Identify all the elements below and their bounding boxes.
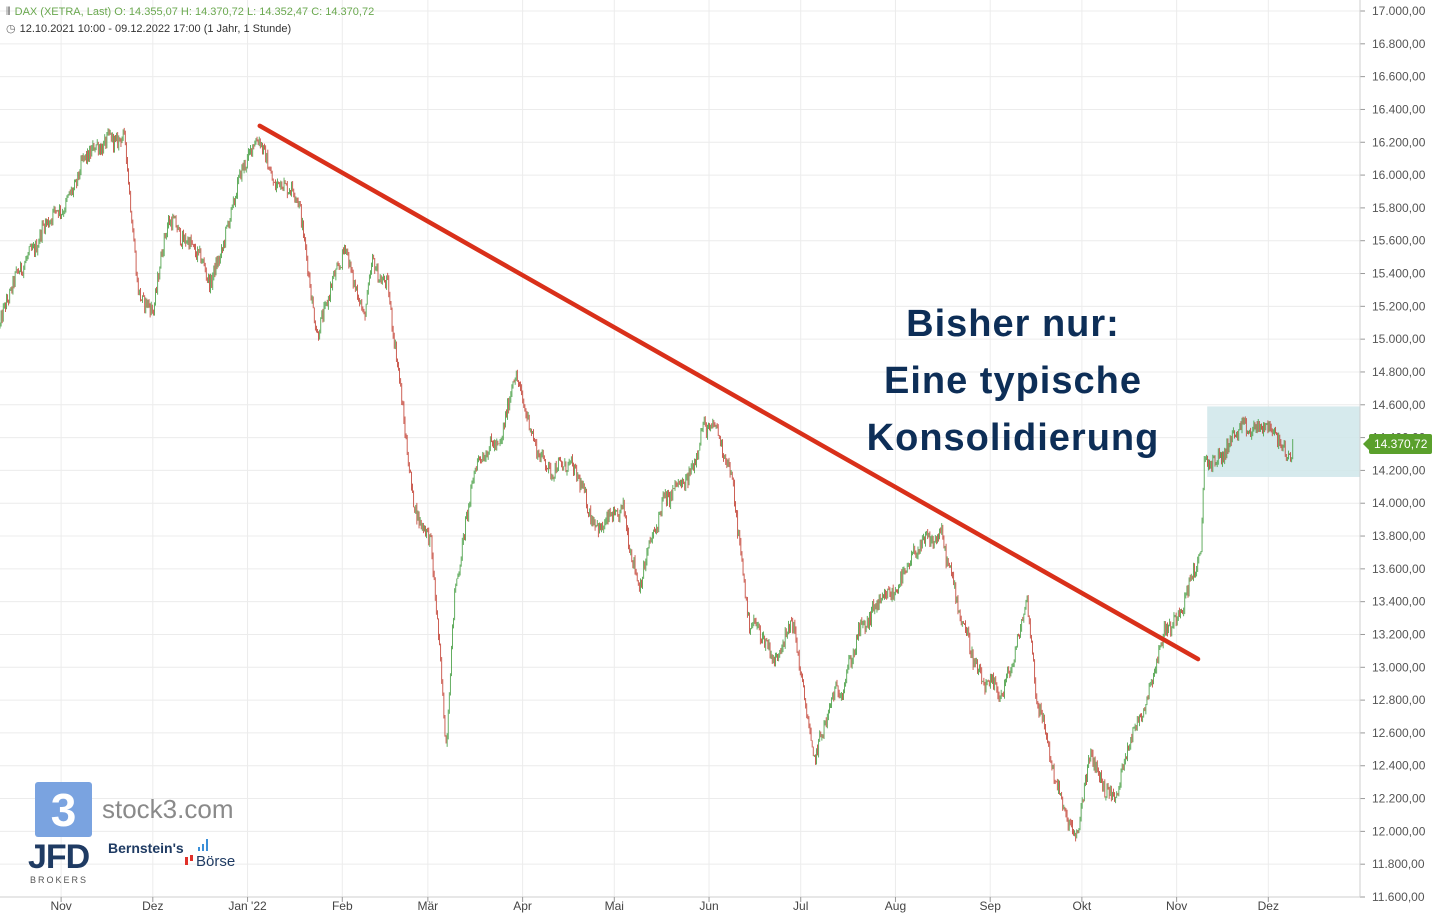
y-tick-label: 16.000,00 xyxy=(1372,168,1426,182)
y-tick-label: 12.800,00 xyxy=(1372,693,1426,707)
ohlc-text: DAX (XETRA, Last) O: 14.355,07 H: 14.370… xyxy=(14,6,375,18)
x-tick-label: Jul xyxy=(793,899,808,913)
y-tick-label: 15.000,00 xyxy=(1372,332,1426,346)
y-tick-label: 16.200,00 xyxy=(1372,135,1426,149)
y-tick-label: 12.000,00 xyxy=(1372,824,1426,838)
y-tick-label: 11.800,00 xyxy=(1372,857,1425,871)
y-tick-label: 14.000,00 xyxy=(1372,496,1426,510)
x-tick-label: Sep xyxy=(980,899,1002,913)
y-tick-label: 16.400,00 xyxy=(1372,102,1426,116)
y-tick-label: 16.800,00 xyxy=(1372,37,1426,51)
x-tick-label: Jun xyxy=(699,899,718,913)
y-tick-label: 13.400,00 xyxy=(1372,595,1426,609)
jfd-logo: JFD xyxy=(28,838,90,876)
candlestick-icon: ⫴ xyxy=(6,6,11,18)
y-tick-label: 17.000,00 xyxy=(1372,4,1426,18)
x-tick-label: Apr xyxy=(513,899,532,913)
x-tick-label: Aug xyxy=(885,899,906,913)
y-tick-label: 14.200,00 xyxy=(1372,463,1426,477)
y-tick-label: 12.400,00 xyxy=(1372,759,1426,773)
chart-annotation: Bisher nur: Eine typische Konsolidierung xyxy=(830,296,1196,467)
stock3-logo-text: stock3.com xyxy=(102,794,234,824)
stock3-logo-icon: 3 xyxy=(35,782,92,837)
bar-chart-icon xyxy=(198,839,208,851)
y-tick-label: 13.000,00 xyxy=(1372,660,1426,674)
x-tick-label: Mai xyxy=(605,899,624,913)
x-tick-label: Okt xyxy=(1073,899,1092,913)
x-tick-label: Mär xyxy=(418,899,439,913)
boerse-logo: Börse xyxy=(196,853,236,870)
y-tick-label: 15.800,00 xyxy=(1372,201,1426,215)
annotation-line-1: Bisher nur: xyxy=(906,303,1120,345)
y-tick-label: 13.200,00 xyxy=(1372,627,1426,641)
y-tick-label: 16.600,00 xyxy=(1372,70,1426,84)
y-tick-label: 13.800,00 xyxy=(1372,529,1426,543)
y-tick-label: 15.200,00 xyxy=(1372,299,1426,313)
y-tick-label: 15.600,00 xyxy=(1372,234,1426,248)
x-tick-label: Nov xyxy=(50,899,71,913)
y-tick-label: 15.400,00 xyxy=(1372,267,1426,281)
x-tick-label: Jan '22 xyxy=(228,899,267,913)
bernstein-logo: Bernstein's xyxy=(108,840,184,856)
y-tick-label: 14.800,00 xyxy=(1372,365,1426,379)
x-axis: Nov Dez Jan '22 Feb Mär Apr Mai Jun Jul Aug Sep Okt… xyxy=(0,896,1360,913)
y-tick-label: 12.600,00 xyxy=(1372,726,1426,740)
x-tick-label: Dez xyxy=(1258,899,1279,913)
annotation-line-2: Eine typische xyxy=(884,360,1142,402)
y-tick-label: 13.600,00 xyxy=(1372,562,1426,576)
y-axis: 17.000,00 16.800,00 16.600,00 16.400,00 16.2… xyxy=(1359,0,1426,904)
range-text: 12.10.2021 10:00 - 09.12.2022 17:00 (1 J… xyxy=(19,23,292,35)
x-tick-label: Dez xyxy=(142,899,163,913)
jfd-logo-sub: BROKERS xyxy=(30,875,89,885)
y-tick-label: 14.600,00 xyxy=(1372,398,1426,412)
grid xyxy=(0,0,1360,898)
candles xyxy=(0,127,1294,842)
clock-icon: ◷ xyxy=(6,23,16,35)
x-tick-label: Feb xyxy=(332,899,353,913)
range-header: ◷ 12.10.2021 10:00 - 09.12.2022 17:00 (1 … xyxy=(6,22,291,35)
y-tick-label: 11.600,00 xyxy=(1372,890,1425,904)
candle-mini-icon xyxy=(185,855,193,865)
trendline xyxy=(257,123,1201,662)
last-price-badge: 14.370,72 xyxy=(1362,434,1432,454)
x-tick-label: Nov xyxy=(1166,899,1187,913)
ohlc-header: ⫴ DAX (XETRA, Last) O: 14.355,07 H: 14.37… xyxy=(6,6,374,19)
annotation-line-3: Konsolidierung xyxy=(866,417,1160,459)
y-tick-label: 12.200,00 xyxy=(1372,792,1426,806)
